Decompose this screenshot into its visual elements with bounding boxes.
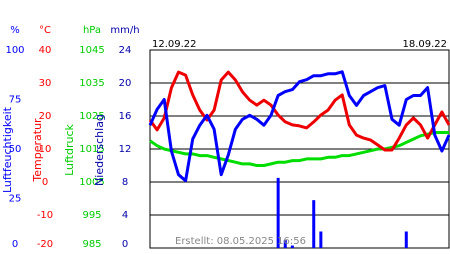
y-tick-label: 1045 bbox=[79, 45, 104, 56]
precip-bar bbox=[276, 177, 280, 248]
y-tick-label: 4 bbox=[122, 210, 128, 221]
y-tick-label: 1005 bbox=[79, 177, 104, 188]
series-line bbox=[148, 70, 450, 183]
axis-title: Luftfeuchtigkeit bbox=[1, 106, 14, 193]
y-tick-label: 1035 bbox=[79, 78, 104, 89]
y-tick-label: 75 bbox=[9, 95, 22, 106]
axis-unit: °C bbox=[39, 25, 51, 36]
axis-title: Niederschlag bbox=[93, 114, 106, 186]
y-tick-label: 0 bbox=[122, 239, 128, 250]
y-tick-label: 1025 bbox=[79, 111, 104, 122]
y-tick-label: -10 bbox=[37, 210, 53, 221]
axis-unit: mm/h bbox=[110, 25, 139, 36]
y-tick-label: 0 bbox=[12, 239, 18, 250]
y-tick-label: 50 bbox=[9, 144, 22, 155]
y-tick-label: 16 bbox=[119, 111, 132, 122]
axis-title: Luftdruck bbox=[63, 123, 76, 175]
y-tick-label: 30 bbox=[39, 78, 52, 89]
y-tick-label: -20 bbox=[37, 239, 53, 250]
footer: Erstellt: 08.05.2025 16:56 bbox=[175, 236, 306, 247]
y-tick-label: 24 bbox=[119, 45, 132, 56]
precip-bar bbox=[290, 245, 294, 248]
y-tick-label: 100 bbox=[5, 45, 24, 56]
precip-bar bbox=[283, 239, 287, 248]
y-tick-label: 8 bbox=[122, 177, 128, 188]
series-line bbox=[148, 70, 450, 152]
series-line bbox=[149, 131, 449, 167]
axis-unit: hPa bbox=[83, 25, 101, 36]
y-tick-label: 20 bbox=[39, 111, 52, 122]
axis-unit: % bbox=[10, 25, 20, 36]
date-end: 18.09.22 bbox=[402, 39, 447, 50]
y-tick-label: 1015 bbox=[79, 144, 104, 155]
date-start: 12.09.22 bbox=[152, 39, 197, 50]
y-tick-label: 0 bbox=[42, 177, 48, 188]
axis-title: Temperatur bbox=[31, 118, 44, 183]
y-tick-label: 40 bbox=[39, 45, 52, 56]
y-tick-label: 995 bbox=[82, 210, 101, 221]
y-tick-label: 985 bbox=[82, 239, 101, 250]
precip-bar bbox=[319, 231, 323, 248]
precip-bar bbox=[312, 200, 316, 248]
precip-bar bbox=[404, 231, 408, 248]
y-tick-label: 10 bbox=[39, 144, 52, 155]
y-tick-label: 25 bbox=[9, 194, 22, 205]
y-tick-label: 20 bbox=[119, 78, 132, 89]
y-tick-label: 12 bbox=[119, 144, 132, 155]
